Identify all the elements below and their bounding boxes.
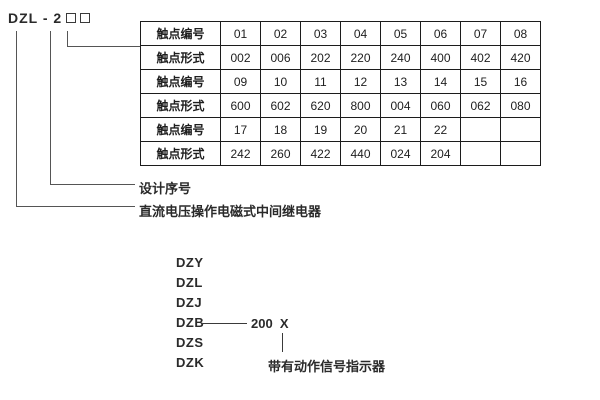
value-cell: 602 <box>260 93 301 118</box>
series-item-dzb: DZB <box>176 315 205 330</box>
value-cell: 13 <box>380 69 421 94</box>
value-cell <box>500 117 541 142</box>
value-cell: 10 <box>260 69 301 94</box>
value-cell: 400 <box>420 45 461 70</box>
placeholder-box-icon <box>80 13 91 23</box>
value-cell: 06 <box>420 21 461 46</box>
value-cell: 600 <box>220 93 261 118</box>
table-row: 触点形式 600 602 620 800 004 060 062 080 <box>140 93 541 118</box>
value-cell: 12 <box>340 69 381 94</box>
table-row: 触点编号 17 18 19 20 21 22 <box>140 117 541 142</box>
value-cell: 03 <box>300 21 341 46</box>
value-cell: 204 <box>420 141 461 166</box>
value-cell: 14 <box>420 69 461 94</box>
value-cell: 422 <box>300 141 341 166</box>
value-cell: 18 <box>260 117 301 142</box>
dzb-connector-line <box>203 323 247 324</box>
value-cell: 420 <box>500 45 541 70</box>
value-cell: 07 <box>460 21 501 46</box>
contact-code-table: 触点编号 01 02 03 04 05 06 07 08 触点形式 002 006 202 220 240 4… <box>140 21 541 166</box>
value-cell: 004 <box>380 93 421 118</box>
series-item-dzl: DZL <box>176 275 203 290</box>
value-cell: 22 <box>420 117 461 142</box>
connector-line-relay-description <box>16 31 135 207</box>
value-cell: 242 <box>220 141 261 166</box>
value-cell <box>460 141 501 166</box>
row-header-cell: 触点编号 <box>140 117 221 142</box>
value-cell: 080 <box>500 93 541 118</box>
row-header-cell: 触点编号 <box>140 69 221 94</box>
row-header-cell: 触点形式 <box>140 93 221 118</box>
value-cell: 09 <box>220 69 261 94</box>
table-row: 触点编号 01 02 03 04 05 06 07 08 <box>140 21 541 46</box>
value-cell: 16 <box>500 69 541 94</box>
value-cell: 01 <box>220 21 261 46</box>
value-cell: 260 <box>260 141 301 166</box>
value-cell: 220 <box>340 45 381 70</box>
series-item-dzj: DZJ <box>176 295 203 310</box>
dzb-suffix-label: 200 X <box>251 316 289 331</box>
x-connector-line <box>282 333 283 352</box>
contact-table-body: 触点编号 01 02 03 04 05 06 07 08 触点形式 002 006 202 220 240 4… <box>140 21 541 166</box>
design-serial-label: 设计序号 <box>139 181 192 196</box>
row-header-cell: 触点形式 <box>140 45 221 70</box>
placeholder-box-icon <box>66 13 77 23</box>
table-row: 触点形式 002 006 202 220 240 400 402 420 <box>140 45 541 70</box>
value-cell: 240 <box>380 45 421 70</box>
series-item-dzs: DZS <box>176 335 204 350</box>
value-cell: 21 <box>380 117 421 142</box>
row-header-cell: 触点编号 <box>140 21 221 46</box>
value-cell: 800 <box>340 93 381 118</box>
value-cell: 08 <box>500 21 541 46</box>
model-designation: DZL - 2 <box>8 10 91 26</box>
value-cell: 620 <box>300 93 341 118</box>
table-row: 触点形式 242 260 422 440 024 204 <box>140 141 541 166</box>
row-header-cell: 触点形式 <box>140 141 221 166</box>
value-cell: 402 <box>460 45 501 70</box>
value-cell: 006 <box>260 45 301 70</box>
value-cell: 15 <box>460 69 501 94</box>
series-item-dzy: DZY <box>176 255 204 270</box>
value-cell: 060 <box>420 93 461 118</box>
value-cell: 20 <box>340 117 381 142</box>
series-item-dzk: DZK <box>176 355 205 370</box>
connector-line-design-serial <box>50 31 135 185</box>
value-cell: 17 <box>220 117 261 142</box>
value-cell: 19 <box>300 117 341 142</box>
value-cell <box>460 117 501 142</box>
value-cell: 024 <box>380 141 421 166</box>
value-cell: 062 <box>460 93 501 118</box>
value-cell: 11 <box>300 69 341 94</box>
value-cell <box>500 141 541 166</box>
value-cell: 02 <box>260 21 301 46</box>
relay-description-label: 直流电压操作电磁式中间继电器 <box>139 204 322 219</box>
value-cell: 04 <box>340 21 381 46</box>
series-list: DZY DZL DZJ DZB DZS DZK <box>176 253 204 373</box>
value-cell: 05 <box>380 21 421 46</box>
model-code-text: DZL - 2 <box>8 10 63 26</box>
table-row: 触点编号 09 10 11 12 13 14 15 16 <box>140 69 541 94</box>
connector-line-contact-code <box>67 31 141 47</box>
value-cell: 002 <box>220 45 261 70</box>
value-cell: 202 <box>300 45 341 70</box>
value-cell: 440 <box>340 141 381 166</box>
indicator-note-label: 带有动作信号指示器 <box>268 359 386 374</box>
